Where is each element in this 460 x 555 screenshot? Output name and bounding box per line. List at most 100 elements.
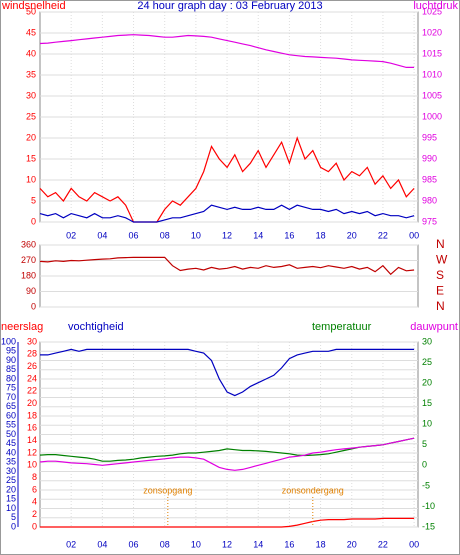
series-line xyxy=(40,517,415,528)
y3-tick-label: 8 xyxy=(32,472,37,482)
y-tick-label: 35 xyxy=(6,457,16,467)
x-tick-label: 06 xyxy=(129,539,139,549)
x-tick-label: 08 xyxy=(160,539,170,549)
series-name: luchtdruk xyxy=(413,0,458,12)
x-tick-label: 04 xyxy=(97,539,107,549)
y3-tick-label: 6 xyxy=(32,484,37,494)
y3-tick-label: 2 xyxy=(32,509,37,519)
y2-tick-label: 990 xyxy=(422,153,437,163)
y2-tick-label: 995 xyxy=(422,132,437,142)
y-tick-label: 75 xyxy=(6,383,16,393)
y-tick-label: 15 xyxy=(26,153,36,163)
series-line xyxy=(40,348,415,397)
series-line xyxy=(39,204,415,223)
annotation: zonsopgang xyxy=(143,485,192,495)
y2-tick-label: -15 xyxy=(422,521,435,531)
y-tick-label: 40 xyxy=(6,447,16,457)
y2-tick-label: 1020 xyxy=(422,27,442,37)
x-tick-label: 12 xyxy=(222,230,232,240)
x-tick-label: 20 xyxy=(347,230,357,240)
y-tick-label: 65 xyxy=(6,401,16,411)
series-line xyxy=(39,437,415,471)
y-tick-label: 0 xyxy=(11,521,16,531)
y2-tick-label: 1010 xyxy=(422,69,442,79)
y-tick-label: 0 xyxy=(31,216,36,226)
y2-tick-label: 1005 xyxy=(422,90,442,100)
y3-tick-label: 4 xyxy=(32,497,37,507)
y2-tick-label: 985 xyxy=(422,174,437,184)
y3-tick-label: 0 xyxy=(32,521,37,531)
series-line xyxy=(39,136,415,223)
y2-tick-label: W xyxy=(436,253,448,267)
y2-tick-label: 25 xyxy=(422,357,432,367)
y-tick-label: 50 xyxy=(26,6,36,16)
series-name: vochtigheid xyxy=(68,321,124,333)
y2-tick-label: N xyxy=(436,299,445,313)
x-tick-label: 06 xyxy=(129,230,139,240)
y-tick-label: 20 xyxy=(26,132,36,142)
x-tick-label: 00 xyxy=(409,230,419,240)
series-name: windsnelheid xyxy=(1,0,66,12)
y-tick-label: 30 xyxy=(6,466,16,476)
y-tick-label: 50 xyxy=(6,429,16,439)
x-tick-label: 20 xyxy=(347,539,357,549)
y-tick-label: 180 xyxy=(21,270,36,280)
y3-tick-label: 30 xyxy=(27,336,37,346)
y3-tick-label: 12 xyxy=(27,447,37,457)
y2-tick-label: -10 xyxy=(422,501,435,511)
series-name: dauwpunt xyxy=(410,321,458,333)
x-tick-label: 22 xyxy=(378,230,388,240)
y-tick-label: 10 xyxy=(6,503,16,513)
x-tick-label: 16 xyxy=(284,230,294,240)
y2-tick-label: S xyxy=(436,268,444,282)
series-line xyxy=(39,256,415,276)
y3-tick-label: 16 xyxy=(27,423,37,433)
y3-tick-label: 18 xyxy=(27,410,37,420)
y2-tick-label: 30 xyxy=(422,336,432,346)
x-tick-label: 22 xyxy=(378,539,388,549)
y2-tick-label: E xyxy=(436,284,444,298)
y-tick-label: 0 xyxy=(31,301,36,311)
y-tick-label: 15 xyxy=(6,494,16,504)
y-tick-label: 25 xyxy=(26,111,36,121)
y-tick-label: 30 xyxy=(26,90,36,100)
y3-tick-label: 20 xyxy=(27,398,37,408)
y-tick-label: 270 xyxy=(21,255,36,265)
x-tick-label: 02 xyxy=(66,539,76,549)
series-name: temperatuur xyxy=(312,321,372,333)
y3-tick-label: 26 xyxy=(27,361,37,371)
y2-tick-label: 10 xyxy=(422,419,432,429)
x-tick-label: 14 xyxy=(253,230,263,240)
y-tick-label: 5 xyxy=(31,195,36,205)
x-tick-label: 18 xyxy=(316,230,326,240)
y-tick-label: 40 xyxy=(26,48,36,58)
series-line xyxy=(39,437,415,462)
y-tick-label: 90 xyxy=(6,355,16,365)
y-tick-label: 45 xyxy=(6,438,16,448)
y-tick-label: 35 xyxy=(26,69,36,79)
y-tick-label: 100 xyxy=(1,336,16,346)
y-tick-label: 25 xyxy=(6,475,16,485)
x-tick-label: 18 xyxy=(316,539,326,549)
y2-tick-label: 975 xyxy=(422,216,437,226)
x-tick-label: 04 xyxy=(97,230,107,240)
y3-tick-label: 22 xyxy=(27,386,37,396)
series-name: neerslag xyxy=(1,321,43,333)
x-tick-label: 12 xyxy=(222,539,232,549)
annotation: zonsondergang xyxy=(282,485,344,495)
y2-tick-label: 15 xyxy=(422,398,432,408)
y2-tick-label: 1015 xyxy=(422,48,442,58)
y-tick-label: 20 xyxy=(6,484,16,494)
x-tick-label: 00 xyxy=(409,539,419,549)
series-line xyxy=(39,34,415,68)
x-tick-label: 10 xyxy=(191,230,201,240)
y-tick-label: 45 xyxy=(26,27,36,37)
x-tick-label: 10 xyxy=(191,539,201,549)
y2-tick-label: 5 xyxy=(422,439,427,449)
y2-tick-label: 20 xyxy=(422,377,432,387)
y3-tick-label: 24 xyxy=(27,373,37,383)
x-tick-label: 02 xyxy=(66,230,76,240)
y2-tick-label: 0 xyxy=(422,460,427,470)
y-tick-label: 85 xyxy=(6,364,16,374)
